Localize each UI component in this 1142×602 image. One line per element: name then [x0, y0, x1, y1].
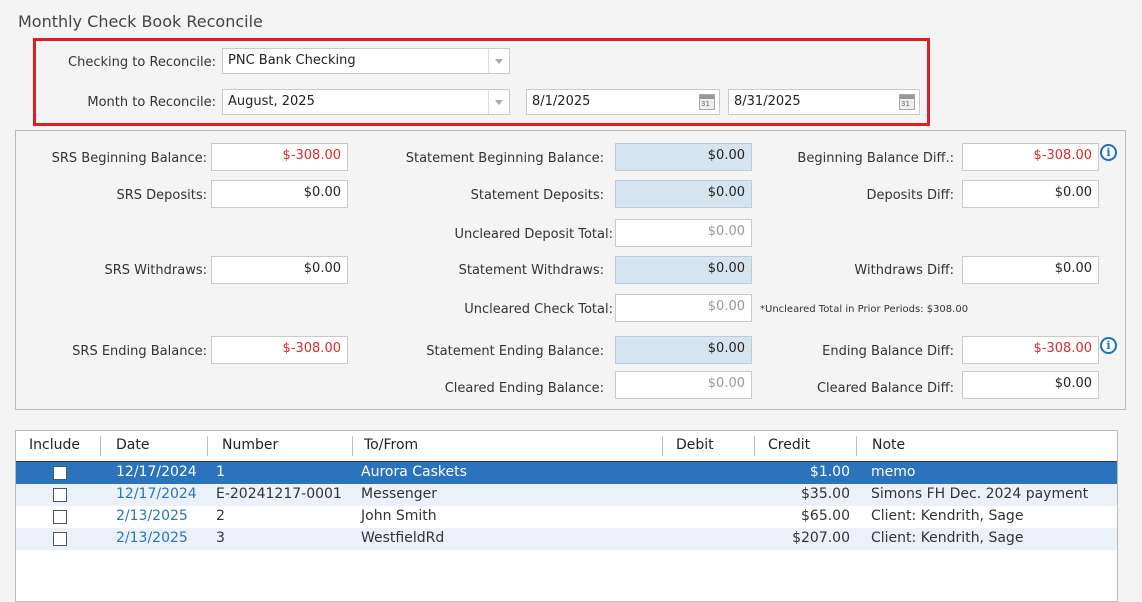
table-header: Include Date Number To/From Debit Credit… — [16, 431, 1117, 462]
info-icon[interactable]: i — [1100, 144, 1117, 161]
row-credit: $207.00 — [792, 530, 850, 546]
include-checkbox[interactable] — [53, 488, 67, 502]
calendar-icon[interactable]: 31 — [899, 94, 915, 110]
srs-deposits-field[interactable]: $0.00 — [211, 180, 348, 208]
row-note: Simons FH Dec. 2024 payment — [871, 486, 1089, 502]
column-header-debit[interactable]: Debit — [676, 437, 714, 453]
month-label: Month to Reconcile: — [87, 95, 216, 110]
column-header-include[interactable]: Include — [29, 437, 80, 453]
row-to-from: Aurora Caskets — [361, 464, 467, 480]
column-divider[interactable] — [352, 436, 353, 456]
column-divider[interactable] — [207, 436, 208, 456]
row-number: 3 — [216, 530, 225, 546]
checking-label: Checking to Reconcile: — [68, 55, 216, 70]
filter-highlight-box — [33, 38, 930, 126]
include-checkbox[interactable] — [53, 510, 67, 524]
stmt-beginning-field[interactable]: $0.00 — [615, 143, 752, 171]
transactions-table[interactable]: Include Date Number To/From Debit Credit… — [15, 430, 1118, 602]
row-credit: $35.00 — [801, 486, 850, 502]
srs-withdraws-label: SRS Withdraws: — [104, 263, 207, 278]
row-number: 2 — [216, 508, 225, 524]
ending-diff-label: Ending Balance Diff: — [822, 344, 954, 359]
uncleared-deposit-label: Uncleared Deposit Total: — [454, 227, 614, 242]
stmt-ending-label: Statement Ending Balance: — [426, 344, 604, 359]
chevron-down-icon[interactable] — [488, 90, 509, 114]
withdraws-diff-field: $0.00 — [962, 256, 1099, 284]
page-title: Monthly Check Book Reconcile — [18, 12, 263, 31]
row-date: 2/13/2025 — [116, 530, 188, 546]
column-header-to-from[interactable]: To/From — [364, 437, 419, 453]
beginning-diff-field: $-308.00 — [962, 143, 1099, 171]
month-select-value: August, 2025 — [228, 94, 315, 109]
stmt-deposits-field[interactable]: $0.00 — [615, 180, 752, 208]
table-row[interactable]: 12/17/2024 E-20241217-0001 Messenger $35… — [16, 484, 1117, 506]
srs-beginning-label: SRS Beginning Balance: — [51, 151, 207, 166]
stmt-beginning-label: Statement Beginning Balance: — [405, 151, 604, 166]
uncleared-check-label: Uncleared Check Total: — [464, 302, 613, 317]
deposits-diff-label: Deposits Diff: — [866, 188, 954, 203]
column-header-date[interactable]: Date — [116, 437, 150, 453]
withdraws-diff-label: Withdraws Diff: — [854, 263, 954, 278]
srs-deposits-label: SRS Deposits: — [116, 188, 207, 203]
row-credit: $65.00 — [801, 508, 850, 524]
srs-ending-field[interactable]: $-308.00 — [211, 336, 348, 364]
checking-select[interactable]: PNC Bank Checking — [222, 48, 510, 74]
stmt-deposits-label: Statement Deposits: — [470, 188, 604, 203]
calendar-icon[interactable]: 31 — [699, 94, 715, 110]
start-date-input[interactable]: 8/1/2025 31 — [526, 89, 720, 115]
cleared-diff-label: Cleared Balance Diff: — [816, 381, 954, 396]
month-select[interactable]: August, 2025 — [222, 89, 510, 115]
row-to-from: John Smith — [361, 508, 437, 524]
stmt-ending-field[interactable]: $0.00 — [615, 336, 752, 364]
column-header-number[interactable]: Number — [222, 437, 279, 453]
uncleared-deposit-field: $0.00 — [615, 219, 752, 247]
uncleared-check-field: $0.00 — [615, 294, 752, 322]
beginning-diff-label: Beginning Balance Diff.: — [797, 151, 954, 166]
cleared-diff-field: $0.00 — [962, 371, 1099, 399]
checking-select-value: PNC Bank Checking — [228, 53, 356, 68]
row-to-from: WestfieldRd — [361, 530, 445, 546]
column-divider[interactable] — [662, 436, 663, 456]
row-date: 12/17/2024 — [116, 464, 197, 480]
chevron-down-icon[interactable] — [488, 49, 509, 73]
cleared-ending-field: $0.00 — [615, 371, 752, 399]
stmt-withdraws-field[interactable]: $0.00 — [615, 256, 752, 284]
column-header-note[interactable]: Note — [872, 437, 906, 453]
row-date: 12/17/2024 — [116, 486, 197, 502]
row-credit: $1.00 — [809, 464, 850, 480]
column-divider[interactable] — [856, 436, 857, 456]
table-row[interactable]: 2/13/2025 3 WestfieldRd $207.00 Client: … — [16, 528, 1117, 550]
summary-panel — [15, 130, 1126, 410]
row-date: 2/13/2025 — [116, 508, 188, 524]
row-number: E-20241217-0001 — [216, 486, 342, 502]
stmt-withdraws-label: Statement Withdraws: — [458, 263, 604, 278]
row-note: memo — [871, 464, 916, 480]
srs-beginning-field[interactable]: $-308.00 — [211, 143, 348, 171]
deposits-diff-field: $0.00 — [962, 180, 1099, 208]
srs-ending-label: SRS Ending Balance: — [72, 344, 207, 359]
end-date-value: 8/31/2025 — [734, 94, 801, 109]
include-checkbox[interactable] — [53, 532, 67, 546]
srs-withdraws-field[interactable]: $0.00 — [211, 256, 348, 284]
column-divider[interactable] — [100, 436, 101, 456]
column-divider[interactable] — [754, 436, 755, 456]
row-note: Client: Kendrith, Sage — [871, 530, 1024, 546]
row-number: 1 — [216, 464, 225, 480]
info-icon[interactable]: i — [1100, 337, 1117, 354]
ending-diff-field: $-308.00 — [962, 336, 1099, 364]
cleared-ending-label: Cleared Ending Balance: — [444, 381, 604, 396]
start-date-value: 8/1/2025 — [532, 94, 591, 109]
row-to-from: Messenger — [361, 486, 438, 502]
include-checkbox[interactable] — [53, 466, 67, 480]
prior-periods-note: *Uncleared Total in Prior Periods: $308.… — [760, 304, 969, 315]
column-header-credit[interactable]: Credit — [768, 437, 811, 453]
row-note: Client: Kendrith, Sage — [871, 508, 1024, 524]
table-row[interactable]: 2/13/2025 2 John Smith $65.00 Client: Ke… — [16, 506, 1117, 528]
end-date-input[interactable]: 8/31/2025 31 — [728, 89, 920, 115]
table-row[interactable]: 12/17/2024 1 Aurora Caskets $1.00 memo — [16, 462, 1117, 484]
